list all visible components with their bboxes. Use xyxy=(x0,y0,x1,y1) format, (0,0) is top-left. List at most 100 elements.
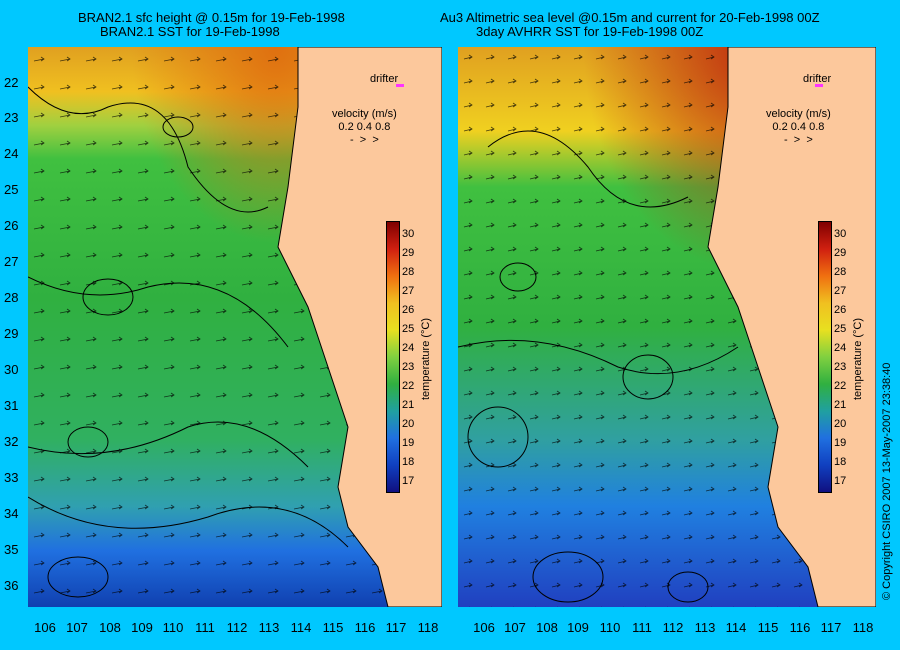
colorbar-tick: 30 xyxy=(402,228,415,240)
right-colorbar xyxy=(818,221,832,493)
lat-label: 25 xyxy=(4,182,19,197)
right-contour-1 xyxy=(487,130,689,208)
right-drifter-label: drifter xyxy=(803,73,832,85)
colorbar-tick: 25 xyxy=(834,323,847,335)
lon-label: 118 xyxy=(852,620,874,635)
right-land xyxy=(707,47,876,607)
lat-label: 24 xyxy=(4,146,19,161)
lat-label: 28 xyxy=(4,290,19,305)
lon-label: 113 xyxy=(694,620,716,635)
left-colorbar xyxy=(386,221,400,493)
left-contour-4 xyxy=(28,496,349,548)
lon-label: 110 xyxy=(162,620,184,635)
lat-label: 31 xyxy=(4,398,19,413)
colorbar-tick: 18 xyxy=(402,456,415,468)
lon-label: 116 xyxy=(789,620,811,635)
lon-label: 118 xyxy=(417,620,439,635)
left-map-panel xyxy=(28,47,442,607)
right-title-line1: Au3 Altimetric sea level @0.15m and curr… xyxy=(440,10,820,25)
right-contour-2 xyxy=(458,339,739,375)
lat-label: 29 xyxy=(4,326,19,341)
colorbar-tick: 29 xyxy=(402,247,415,259)
colorbar-tick: 23 xyxy=(402,361,415,373)
velocity-arrows-icon: - > > xyxy=(350,134,379,146)
lon-label: 111 xyxy=(195,620,215,635)
lon-label: 116 xyxy=(354,620,376,635)
lat-label: 34 xyxy=(4,506,19,521)
colorbar-tick: 20 xyxy=(834,418,847,430)
left-velocity-values: 0.2 0.4 0.8 xyxy=(338,121,391,133)
colorbar-tick: 25 xyxy=(402,323,415,335)
lon-label: 114 xyxy=(725,620,747,635)
lat-label: 32 xyxy=(4,434,19,449)
colorbar-tick: 29 xyxy=(834,247,847,259)
colorbar-tick: 26 xyxy=(834,304,847,316)
colorbar-tick: 17 xyxy=(834,475,847,487)
right-velocity-title: velocity (m/s) xyxy=(766,108,831,120)
left-title-line2: BRAN2.1 SST for 19-Feb-1998 xyxy=(100,24,280,39)
lat-label: 26 xyxy=(4,218,19,233)
lon-label: 108 xyxy=(99,620,121,635)
left-eddy-3 xyxy=(67,426,109,458)
right-sst-map xyxy=(458,47,876,607)
colorbar-tick: 28 xyxy=(402,266,415,278)
lon-label: 115 xyxy=(757,620,779,635)
copyright-notice: © Copyright CSIRO 2007 13-May-2007 23:38… xyxy=(881,362,893,600)
lon-label: 113 xyxy=(258,620,280,635)
lon-label: 117 xyxy=(385,620,407,635)
colorbar-tick: 27 xyxy=(834,285,847,297)
colorbar-tick: 23 xyxy=(834,361,847,373)
lon-label: 107 xyxy=(66,620,88,635)
colorbar-tick: 24 xyxy=(402,342,415,354)
lat-label: 23 xyxy=(4,110,19,125)
right-colorbar-label: temperature (°C) xyxy=(852,317,864,400)
lon-label: 112 xyxy=(226,620,248,635)
lon-label: 109 xyxy=(131,620,153,635)
lon-label: 115 xyxy=(322,620,344,635)
colorbar-tick: 28 xyxy=(834,266,847,278)
lon-label: 117 xyxy=(820,620,842,635)
colorbar-tick: 22 xyxy=(402,380,415,392)
colorbar-tick: 21 xyxy=(402,399,415,411)
left-title-line1: BRAN2.1 sfc height @ 0.15m for 19-Feb-19… xyxy=(78,10,345,25)
left-land xyxy=(277,47,442,607)
left-velocity-legend: velocity (m/s) 0.2 0.4 0.8 - > > xyxy=(332,108,397,147)
lat-label: 36 xyxy=(4,578,19,593)
right-velocity-values: 0.2 0.4 0.8 xyxy=(772,121,825,133)
lat-label: 33 xyxy=(4,470,19,485)
velocity-arrows-icon: - > > xyxy=(784,134,813,146)
lat-label: 22 xyxy=(4,75,19,90)
right-eddy-2 xyxy=(622,354,674,400)
left-eddy-4 xyxy=(47,556,109,598)
right-map-panel xyxy=(458,47,876,607)
lat-label: 27 xyxy=(4,254,19,269)
colorbar-tick: 17 xyxy=(402,475,415,487)
colorbar-tick: 30 xyxy=(834,228,847,240)
right-eddy-5 xyxy=(667,571,709,603)
colorbar-tick: 26 xyxy=(402,304,415,316)
lon-label: 114 xyxy=(290,620,312,635)
left-sst-map xyxy=(28,47,442,607)
right-eddy-4 xyxy=(532,551,604,603)
left-eddy-1 xyxy=(82,278,134,316)
colorbar-tick: 19 xyxy=(834,437,847,449)
colorbar-tick: 20 xyxy=(402,418,415,430)
lon-label: 106 xyxy=(34,620,56,635)
colorbar-tick: 19 xyxy=(402,437,415,449)
colorbar-tick: 21 xyxy=(834,399,847,411)
left-contour-1 xyxy=(28,86,269,213)
colorbar-tick: 24 xyxy=(834,342,847,354)
left-drifter-icon xyxy=(396,84,404,87)
right-drifter-icon xyxy=(815,84,823,87)
lon-label: 110 xyxy=(599,620,621,635)
right-eddy-3 xyxy=(467,406,529,468)
right-eddy-1 xyxy=(499,262,537,292)
lat-label: 30 xyxy=(4,362,19,377)
lon-label: 109 xyxy=(567,620,589,635)
left-contour-2 xyxy=(28,276,289,348)
right-title-line2: 3day AVHRR SST for 19-Feb-1998 00Z xyxy=(476,24,704,39)
lon-label: 106 xyxy=(473,620,495,635)
left-drifter-label: drifter xyxy=(370,73,399,85)
right-velocity-legend: velocity (m/s) 0.2 0.4 0.8 - > > xyxy=(766,108,831,147)
lon-label: 108 xyxy=(536,620,558,635)
